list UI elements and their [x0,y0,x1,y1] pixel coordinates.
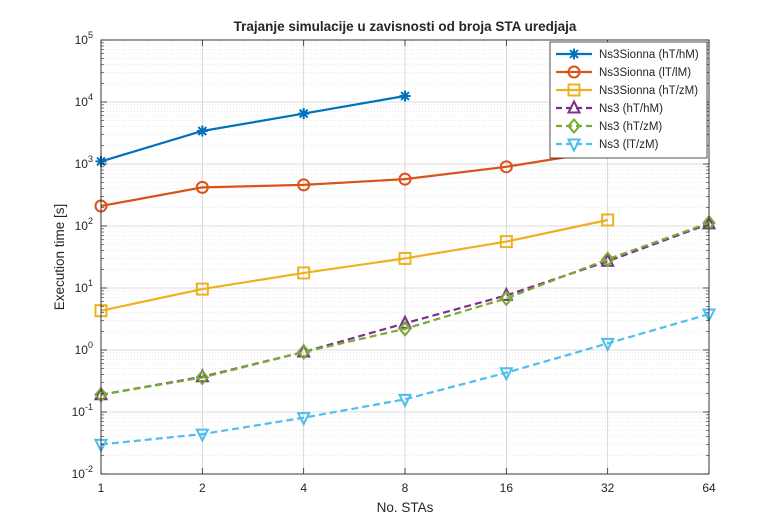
data-point [298,108,310,120]
legend-item: Ns3Sionna (lT/lM) [556,65,691,79]
data-point [397,393,413,409]
data-point [499,235,513,249]
x-axis-label: No. STAs [377,500,434,515]
data-point [398,251,412,265]
legend-marker [568,48,580,60]
data-point [398,320,412,337]
x-tick-label: 4 [300,481,307,495]
data-point [499,290,514,307]
legend-label: Ns3Sionna (hT/zM) [599,85,698,97]
data-point [195,428,210,443]
ticks: 10-2 10-1 100 101 102 103 104 105 1 2 4 8 16 32 64 [72,30,716,495]
x-tick-label: 64 [702,481,716,495]
chart-title: Trajanje simulacije u zavisnosti od broj… [234,19,577,34]
data-point [296,412,311,427]
x-tick-label: 8 [402,481,409,495]
legend-label: Ns3 (hT/hM) [599,103,663,115]
y-tick-label: 104 [75,92,93,109]
x-tick-label: 1 [98,481,105,495]
y-tick-label: 102 [75,216,93,233]
data-point [499,160,513,174]
legend-item: Ns3Sionna (hT/hM) [556,48,699,61]
data-point [195,369,210,386]
series-line [100,221,710,396]
data-point [196,125,208,137]
data-point [399,90,411,102]
y-tick-label: 105 [75,30,93,47]
legend-marker [566,138,582,153]
data-point [600,251,615,268]
legend-marker [566,99,582,114]
y-tick-label: 101 [75,278,93,295]
data-point [600,337,615,353]
legend-label: Ns3 (lT/zM) [599,139,659,151]
legend-label: Ns3Sionna (hT/hM) [599,49,699,61]
x-tick-label: 16 [500,481,514,495]
legend: Ns3Sionna (hT/hM) Ns3Sionna (lT/lM) Ns3Sio… [549,41,708,159]
legend-item: Ns3 (hT/zM) [556,117,662,135]
series-5 [93,308,717,454]
legend-item: Ns3Sionna (hT/zM) [556,83,698,97]
y-tick-label: 10-2 [72,464,93,481]
legend-marker [567,117,581,135]
legend-marker [567,65,581,79]
legend-marker [567,83,581,97]
legend-label: Ns3Sionna (lT/lM) [599,67,691,79]
legend-item: Ns3 (lT/zM) [556,138,659,153]
x-tick-label: 32 [601,481,615,495]
series-4 [94,214,716,403]
data-point [195,180,209,194]
series-line [100,149,608,208]
x-tick-label: 2 [199,481,206,495]
data-point [296,343,311,361]
legend-item: Ns3 (hT/hM) [556,99,663,115]
data-point [297,266,311,280]
data-point [297,178,311,192]
series-line [100,218,608,312]
y-axis-label: Execution time [s] [52,204,67,311]
y-tick-label: 103 [75,154,93,171]
series-2 [94,213,615,318]
series-line [100,313,710,446]
y-tick-label: 100 [75,340,93,357]
y-tick-label: 10-1 [72,402,93,419]
data-point [195,282,209,296]
data-point [398,172,412,186]
data-point [601,213,615,227]
data-point [499,367,514,382]
series-line [100,94,406,163]
legend-label: Ns3 (hT/zM) [599,121,662,133]
series-layer [93,90,717,454]
